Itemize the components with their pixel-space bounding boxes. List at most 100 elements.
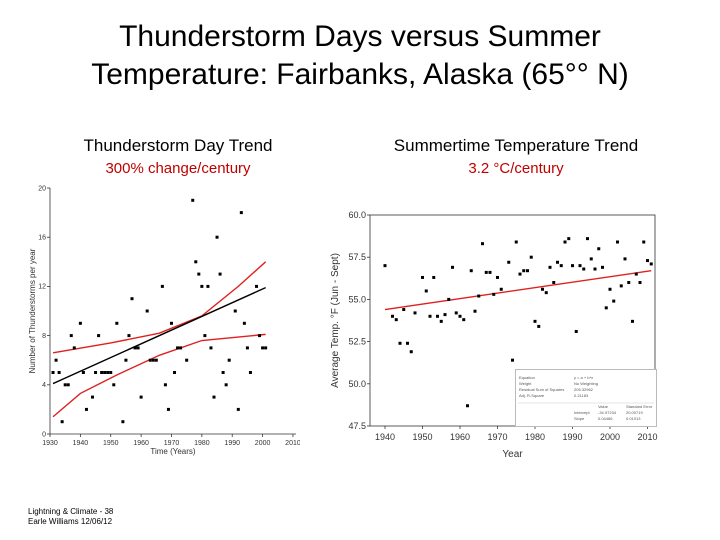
data-point [537, 324, 541, 328]
data-point [72, 346, 76, 350]
right-heading: Summertime Temperature Trend [393, 136, 639, 155]
data-point [133, 346, 137, 350]
data-point [406, 341, 409, 345]
data-point [224, 383, 228, 387]
data-point [139, 395, 143, 399]
data-point [578, 264, 582, 268]
data-point [103, 371, 107, 374]
data-point [571, 264, 574, 268]
x-tick-label: 2000 [255, 440, 271, 447]
data-point [264, 346, 268, 350]
data-point [544, 291, 548, 295]
data-point [623, 257, 627, 261]
temperature-chart: 1940 1950 1960 1970 1980 1990 2000 2010 47.5 50.0… [330, 210, 658, 460]
data-point [631, 319, 634, 323]
data-point [255, 284, 259, 288]
data-point [597, 247, 601, 251]
data-point [100, 371, 104, 374]
data-point [191, 198, 195, 202]
confidence-band-lower [52, 333, 266, 418]
data-point [194, 260, 198, 264]
data-point [173, 371, 177, 374]
thunderstorm-chart: 1930 1940 1950 1960 1970 1980 1990 2000 2010 0 4 8 1… [28, 185, 300, 456]
fit-table-value: y = a + b*x [574, 375, 593, 380]
data-point [109, 371, 113, 374]
y-tick-label: 16 [38, 235, 46, 242]
data-point [91, 395, 95, 399]
data-point [462, 318, 466, 322]
x-tick-label: 1930 [42, 440, 58, 447]
data-point [54, 358, 58, 362]
data-point [529, 255, 533, 259]
data-point [447, 297, 451, 301]
data-point [248, 371, 252, 374]
data-point [154, 358, 158, 362]
data-point [200, 284, 204, 288]
x-tick-label: 1990 [562, 432, 582, 442]
x-tick-label: 2010 [285, 440, 300, 447]
data-point [556, 260, 559, 264]
data-point [563, 240, 567, 244]
data-point [586, 237, 589, 241]
data-point [227, 358, 231, 362]
data-point [185, 358, 189, 362]
data-point [451, 265, 454, 269]
data-point [212, 395, 216, 399]
data-point [526, 269, 529, 273]
data-point [69, 334, 73, 338]
fit-table-key: Adj. R-Square [519, 393, 545, 398]
data-point [454, 311, 458, 315]
y-tick-label: 12 [38, 284, 46, 291]
data-point [522, 269, 526, 273]
data-point [197, 272, 201, 276]
slide-title: Thunderstorm Days versus Summer Temperat… [40, 18, 680, 94]
y-axis-label: Number of Thunderstorms per year [28, 248, 37, 373]
data-point [233, 309, 237, 313]
data-point [473, 309, 477, 313]
data-point [221, 371, 225, 374]
fit-table-param: Intercept [574, 410, 590, 415]
data-point [627, 281, 631, 285]
data-point [646, 259, 649, 263]
data-point [391, 314, 394, 318]
x-tick-label: 1980 [525, 432, 545, 442]
x-axis-label: Time (Years) [150, 447, 196, 456]
data-point [63, 383, 67, 387]
data-point [160, 284, 164, 288]
fit-table-value: No Weighting [574, 381, 598, 386]
x-tick-label: 1990 [224, 440, 240, 447]
fit-table-value: 205.32962 [574, 387, 594, 392]
data-point [601, 265, 604, 269]
data-point [582, 267, 586, 271]
fit-table-svg: Equation y = a + b*x Weight No Weighting Res… [518, 375, 654, 421]
data-point [60, 420, 64, 424]
y-tick-label: 47.5 [348, 421, 366, 431]
data-point [492, 292, 496, 296]
x-tick-label: 1950 [103, 440, 119, 447]
data-point [541, 287, 544, 291]
data-point [115, 321, 119, 325]
data-point [127, 334, 131, 338]
data-point [608, 287, 612, 291]
data-point [552, 281, 556, 285]
data-point [124, 358, 128, 362]
x-tick-label: 1960 [450, 432, 470, 442]
data-point [169, 321, 173, 325]
title-line-1: Thunderstorm Days versus Summer [119, 20, 601, 53]
data-point [533, 319, 537, 323]
footer-line-2: Earle Williams 12/06/12 [28, 517, 113, 526]
data-point [424, 289, 428, 293]
data-point [261, 346, 265, 350]
data-point [432, 275, 436, 279]
data-point [514, 240, 518, 244]
x-tick-label: 1940 [73, 440, 89, 447]
data-point [619, 284, 623, 288]
x-tick-label: 1970 [164, 440, 180, 447]
trend-line [384, 270, 652, 311]
x-tick-label: 2010 [637, 432, 657, 442]
x-tick-label: 1950 [412, 432, 432, 442]
data-point [548, 265, 552, 269]
data-point [151, 358, 155, 362]
data-point [436, 314, 439, 318]
data-point [203, 334, 207, 338]
